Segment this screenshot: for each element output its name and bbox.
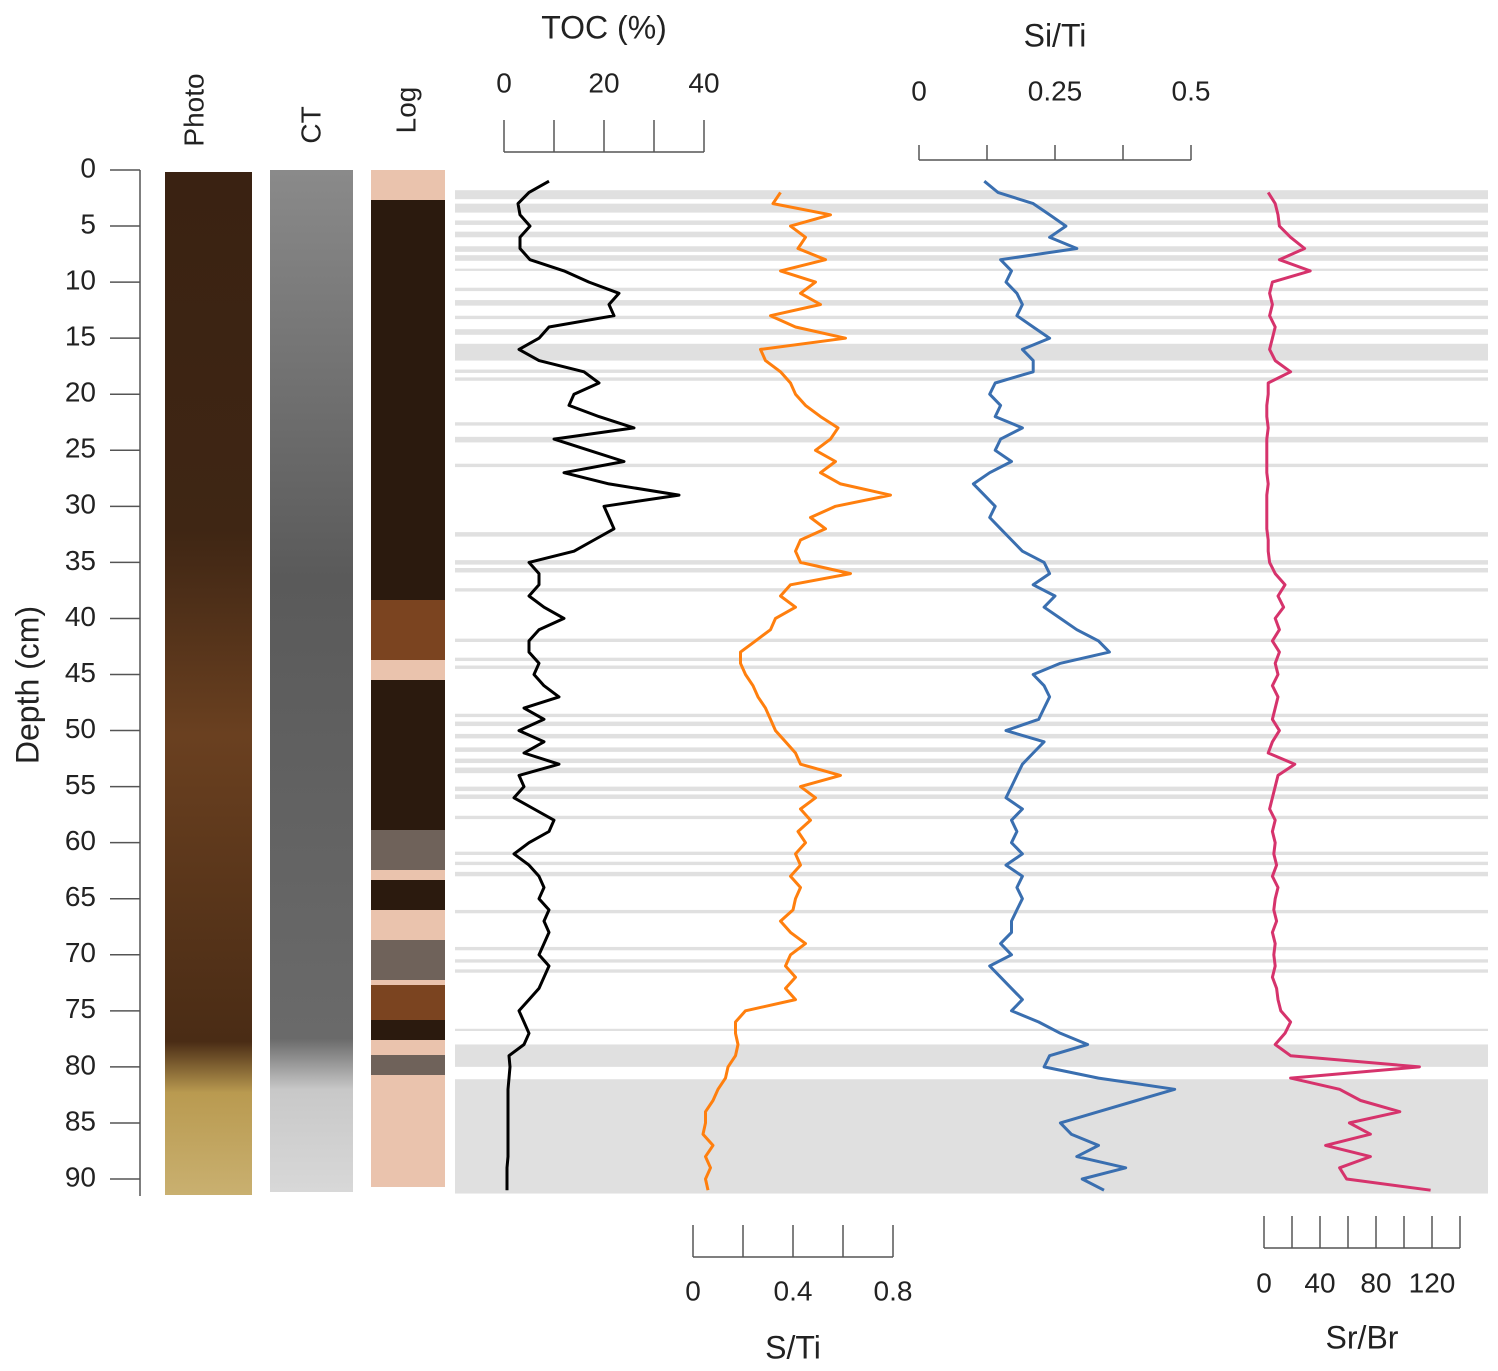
- shaded-band: [455, 532, 1488, 536]
- shaded-band: [455, 232, 1488, 238]
- core-photo: [165, 172, 252, 1195]
- x-tick-label: 0.5: [1172, 75, 1211, 106]
- page: {"chart_data": { "type": "line", "y_labe…: [0, 0, 1498, 1371]
- shaded-band: [455, 714, 1488, 717]
- shaded-band: [455, 816, 1488, 819]
- y-tick-label: 15: [65, 321, 96, 352]
- shaded-band: [455, 759, 1488, 763]
- data-line: [1267, 192, 1431, 1190]
- x-tick-label: 0: [685, 1275, 701, 1306]
- core-label: CT: [295, 106, 326, 143]
- y-tick-label: 80: [65, 1049, 96, 1080]
- y-tick-label: 0: [80, 152, 96, 183]
- shaded-band: [455, 787, 1488, 791]
- x-tick-label: 0.4: [774, 1275, 813, 1306]
- y-tick-label: 10: [65, 265, 96, 296]
- shaded-band: [455, 1079, 1488, 1193]
- y-tick-label: 50: [65, 713, 96, 744]
- shaded-band: [455, 947, 1488, 950]
- shaded-band: [455, 666, 1488, 669]
- shaded-band: [455, 255, 1488, 261]
- shaded-band: [455, 639, 1488, 642]
- y-tick-label: 55: [65, 769, 96, 800]
- shaded-band: [455, 747, 1488, 751]
- shaded-band: [455, 959, 1488, 962]
- x-tick-label: 0.8: [874, 1275, 913, 1306]
- shaded-band: [455, 568, 1488, 572]
- shaded-band: [455, 1029, 1488, 1031]
- shaded-band: [455, 329, 1488, 335]
- y-tick-label: 40: [65, 601, 96, 632]
- shaded-band: [455, 768, 1488, 774]
- x-tick-label: 20: [588, 67, 619, 98]
- shaded-band: [455, 220, 1488, 224]
- x-tick-label: 0: [911, 75, 927, 106]
- shaded-band: [455, 370, 1488, 373]
- x-tick-label: 0: [496, 67, 512, 98]
- y-tick-label: 30: [65, 489, 96, 520]
- shaded-band: [455, 658, 1488, 661]
- shaded-band: [455, 722, 1488, 726]
- bands: [455, 190, 1488, 1193]
- x-axis-title: TOC (%): [541, 9, 667, 45]
- shaded-band: [455, 344, 1488, 361]
- y-tick-label: 65: [65, 881, 96, 912]
- y-tick-label: 45: [65, 657, 96, 688]
- x-axis-title: Sr/Br: [1326, 1319, 1399, 1355]
- core-label: Photo: [178, 73, 209, 146]
- shaded-band: [455, 1044, 1488, 1066]
- y-tick-label: 90: [65, 1161, 96, 1192]
- x-axis-title: S/Ti: [765, 1329, 821, 1365]
- x-tick-label: 0.25: [1028, 75, 1083, 106]
- y-tick-label: 60: [65, 825, 96, 856]
- shaded-band: [455, 734, 1488, 738]
- x-tick-label: 40: [1304, 1267, 1335, 1298]
- y-tick-label: 20: [65, 377, 96, 408]
- shaded-band: [455, 437, 1488, 443]
- y-axis-title: Depth (cm): [9, 606, 45, 764]
- y-tick-label: 75: [65, 993, 96, 1024]
- y-tick-label: 25: [65, 433, 96, 464]
- y-tick-label: 35: [65, 545, 96, 576]
- x-tick-label: 40: [688, 67, 719, 98]
- y-tick-label: 70: [65, 937, 96, 968]
- chart: Depth (cm) 0 5 10 15 20 25 30 35 40 45 50 55 60 65 70 7…: [0, 0, 1498, 1366]
- shaded-band: [455, 204, 1488, 213]
- shaded-band: [455, 190, 1488, 199]
- shaded-band: [455, 377, 1488, 380]
- x-tick-label: 80: [1360, 1267, 1391, 1298]
- x-tick-label: 0: [1256, 1267, 1272, 1298]
- core-ct: [270, 170, 353, 1192]
- shaded-band: [455, 588, 1488, 591]
- shaded-band: [455, 422, 1488, 425]
- shaded-band: [455, 910, 1488, 913]
- data-line: [703, 192, 891, 1190]
- x-tick-label: 120: [1409, 1267, 1456, 1298]
- shaded-band: [455, 872, 1488, 876]
- x-axis-title: Si/Ti: [1024, 17, 1087, 53]
- shaded-band: [455, 969, 1488, 972]
- core-log: [371, 170, 445, 1187]
- core-label: Log: [390, 87, 421, 134]
- y-tick-label: 5: [80, 208, 96, 239]
- shaded-band: [455, 246, 1488, 252]
- y-tick-label: 85: [65, 1105, 96, 1136]
- shaded-band: [455, 560, 1488, 564]
- shaded-band: [455, 852, 1488, 855]
- shaded-band: [455, 269, 1488, 271]
- shaded-band: [455, 862, 1488, 865]
- shaded-band: [455, 794, 1488, 798]
